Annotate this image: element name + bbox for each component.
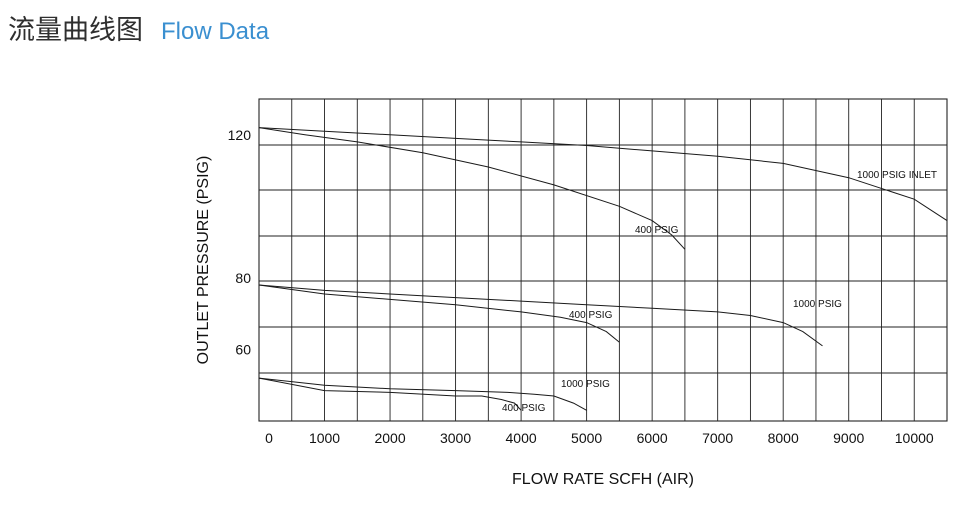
series-line-1 [258, 127, 948, 222]
page-title-en: Flow Data [161, 18, 270, 45]
x-tick-label: 2000 [374, 430, 405, 446]
series-line-6 [258, 377, 522, 411]
series-line-3 [258, 284, 823, 347]
series-label-2: 400 PSIG [635, 225, 679, 236]
series-line-2 [258, 127, 686, 250]
x-tick-labels: 0 1000 2000 3000 4000 5000 6000 7000 8000 9000 100… [265, 430, 934, 446]
series-label-3: 1000 PSIG [793, 299, 842, 310]
x-axis-label: FLOW RATE SCFH (AIR) [512, 471, 694, 488]
series-line-5 [258, 377, 587, 411]
x-tick-label: 7000 [702, 430, 733, 446]
y-tick-label: 60 [235, 341, 251, 357]
x-tick-label: 5000 [571, 430, 602, 446]
chart-series [258, 127, 948, 411]
page-header: 流量曲线图 Flow Data [8, 8, 269, 48]
series-label-4: 400 PSIG [569, 310, 613, 321]
series-label-1: 1000 PSIG INLET [857, 170, 937, 181]
x-tick-label: 6000 [637, 430, 668, 446]
x-tick-label: 3000 [440, 430, 471, 446]
series-line-4 [258, 284, 620, 343]
series-label-6: 400 PSIG [502, 403, 546, 414]
x-tick-label: 1000 [309, 430, 340, 446]
x-tick-label: 10000 [895, 430, 934, 446]
y-tick-label: 120 [228, 127, 252, 143]
plot-frame [258, 98, 948, 422]
series-labels: 1000 PSIG INLET 400 PSIG 1000 PSIG 400 PSIG… [502, 170, 937, 414]
chart-grid [259, 99, 947, 421]
x-tick-label: 8000 [768, 430, 799, 446]
y-tick-labels: 60 80 120 [228, 127, 252, 358]
x-tick-label: 0 [265, 430, 273, 446]
y-tick-label: 80 [235, 270, 251, 286]
x-tick-label: 4000 [506, 430, 537, 446]
series-label-5: 1000 PSIG [561, 379, 610, 390]
x-tick-label: 9000 [833, 430, 864, 446]
page-title-cn: 流量曲线图 [8, 15, 143, 46]
y-axis-label: OUTLET PRESSURE (PSIG) [195, 156, 212, 365]
